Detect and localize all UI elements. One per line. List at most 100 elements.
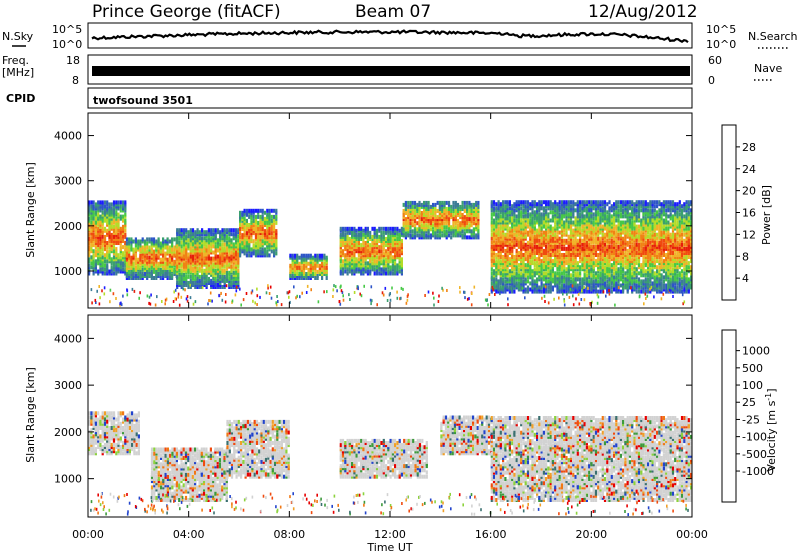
heatmap-cell <box>270 227 273 231</box>
heatmap-cell <box>382 263 385 268</box>
heatmap-cell <box>603 257 607 262</box>
heatmap-cell <box>362 267 365 272</box>
heatmap-cell <box>475 233 478 238</box>
heatmap-cell <box>263 210 267 215</box>
heatmap-cell <box>508 210 511 215</box>
heatmap-cell <box>396 253 399 258</box>
heatmap-cell <box>524 263 527 268</box>
heatmap-cell <box>103 237 107 241</box>
heatmap-cell <box>456 223 460 228</box>
heatmap-cell <box>214 276 217 281</box>
heatmap-cell <box>490 232 493 237</box>
heatmap-cell <box>520 277 523 282</box>
heatmap-cell <box>606 289 609 294</box>
heatmap-cell <box>536 238 539 243</box>
heatmap-cell <box>344 269 347 274</box>
heatmap-cell <box>389 249 392 254</box>
heatmap-cell <box>569 220 573 225</box>
heatmap-cell <box>369 255 372 260</box>
heatmap-cell <box>110 222 113 227</box>
heatmap-cell <box>90 255 93 260</box>
heatmap-cell <box>556 265 559 270</box>
heatmap-cell <box>409 207 412 211</box>
heatmap-cell <box>164 245 167 250</box>
heatmap-cell <box>207 234 210 239</box>
heatmap-cell <box>617 283 620 288</box>
heatmap-cell <box>461 200 464 205</box>
heatmap-cell <box>545 271 548 276</box>
heatmap-cell <box>307 267 310 272</box>
heatmap-cell <box>348 237 351 241</box>
heatmap-cell <box>495 244 498 249</box>
heatmap-cell <box>490 240 493 245</box>
heatmap-cell <box>520 244 523 249</box>
heatmap-cell <box>189 266 192 271</box>
heatmap-cell <box>613 265 616 270</box>
heatmap-cell <box>427 233 430 238</box>
heatmap-cell <box>594 285 598 290</box>
heatmap-cell <box>423 200 426 205</box>
heatmap-cell <box>122 263 125 268</box>
heatmap-cell <box>400 269 403 274</box>
heatmap-cell <box>110 257 113 262</box>
heatmap-cell <box>380 245 383 250</box>
heatmap-cell <box>355 269 358 274</box>
heatmap-cell <box>463 227 466 232</box>
heatmap-cell <box>423 233 426 238</box>
heatmap-cell <box>257 220 260 225</box>
heatmap-cell <box>547 271 550 276</box>
heatmap-cell <box>495 228 498 233</box>
heatmap-cell <box>106 228 109 233</box>
heatmap-cell <box>567 234 570 239</box>
heatmap-cell <box>443 225 446 230</box>
heatmap-cell <box>574 216 577 221</box>
heatmap-cell <box>88 208 91 213</box>
heatmap-cell <box>130 265 133 270</box>
heatmap-cell <box>603 281 607 286</box>
heatmap-cell <box>560 246 564 251</box>
freq-trace <box>92 66 690 76</box>
heatmap-cell <box>173 259 176 264</box>
heatmap-cell <box>454 200 457 205</box>
heatmap-cell <box>307 276 310 280</box>
heatmap-cell <box>302 272 306 276</box>
heatmap-cell <box>298 272 301 276</box>
heatmap-cell <box>112 271 116 276</box>
heatmap-cell <box>157 239 160 244</box>
heatmap-cell <box>588 251 591 255</box>
heatmap-cell <box>622 251 625 255</box>
date-title: 12/Aug/2012 <box>588 2 698 22</box>
heatmap-cell <box>103 234 107 239</box>
heatmap-cell <box>216 278 220 283</box>
heatmap-cell <box>194 254 197 259</box>
heatmap-cell <box>441 221 444 226</box>
heatmap-cell <box>499 285 502 290</box>
heatmap-cell <box>526 230 530 235</box>
heatmap-cell <box>456 207 460 211</box>
heatmap-cell <box>119 230 122 235</box>
heatmap-cell <box>216 266 220 271</box>
heatmap-cell <box>239 210 242 215</box>
heatmap-cell <box>601 248 604 253</box>
heatmap-cell <box>613 202 616 207</box>
heatmap-cell <box>143 272 147 276</box>
heatmap-cell <box>592 261 595 266</box>
heatmap-cell <box>252 214 255 219</box>
heatmap-cell <box>456 227 460 232</box>
heatmap-cell <box>164 239 167 244</box>
heatmap-cell <box>450 235 453 240</box>
heatmap-cell <box>592 200 595 205</box>
heatmap-cell <box>275 220 278 225</box>
heatmap-cell <box>563 265 566 270</box>
heatmap-cell <box>526 265 530 270</box>
heatmap-cell <box>205 238 208 243</box>
heatmap-cell <box>492 206 496 211</box>
heatmap-cell <box>588 275 591 280</box>
heatmap-cell <box>615 275 618 280</box>
heatmap-cell <box>360 249 363 254</box>
heatmap-cell <box>585 244 588 249</box>
heatmap-cell <box>210 236 213 241</box>
heatmap-cell <box>445 221 448 226</box>
heatmap-cell <box>549 200 552 205</box>
heatmap-cell <box>130 255 133 260</box>
